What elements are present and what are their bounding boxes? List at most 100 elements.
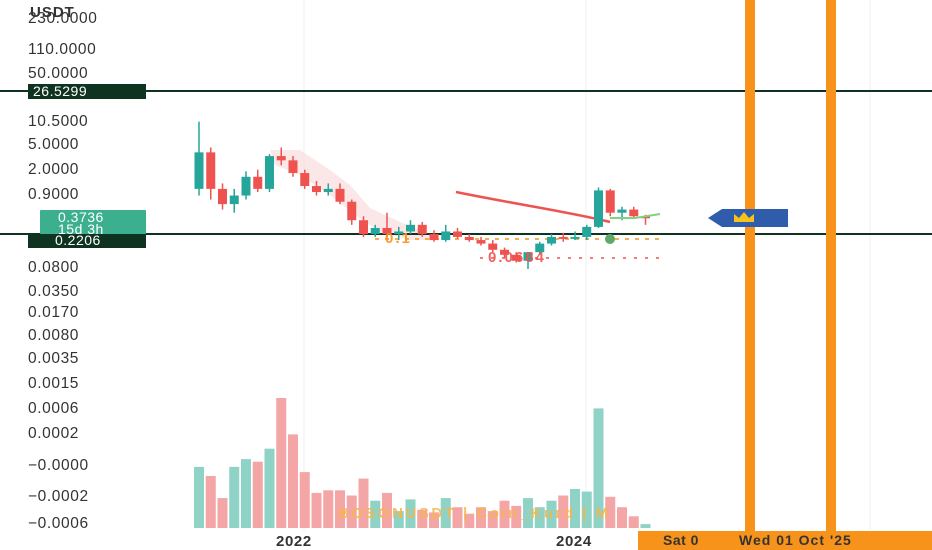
y-tick-label: −0.0006	[28, 515, 89, 532]
candle	[406, 220, 415, 235]
candle	[194, 121, 204, 196]
crown-icon	[734, 212, 754, 222]
orange-vertical-line-1[interactable]	[745, 0, 755, 550]
volume-bar	[511, 505, 522, 528]
y-tick-label: 0.0080	[28, 327, 79, 344]
y-tick-label: 230.0000	[28, 10, 97, 27]
watermark-text: BOSONUSDT | Coin_Kurd | M	[338, 505, 611, 522]
candle	[206, 147, 216, 200]
volume-bar	[523, 498, 533, 528]
y-tick-label: 0.0170	[28, 304, 79, 321]
y-tick-label: 2.0000	[28, 161, 79, 178]
candle	[558, 232, 568, 242]
candle	[323, 183, 333, 196]
y-tick-label: −0.0000	[28, 457, 89, 474]
y-tick-label: 0.0002	[28, 425, 79, 442]
candle	[300, 169, 310, 189]
top-price-tag-text: 26.5299	[33, 83, 87, 99]
candle	[417, 221, 427, 237]
volume-bar	[252, 461, 263, 528]
candle	[276, 147, 286, 166]
volume-bar	[570, 489, 580, 528]
indicator-cloud	[270, 150, 440, 240]
candle	[535, 241, 545, 255]
volume-bar	[205, 476, 216, 528]
candle	[394, 226, 404, 241]
y-tick-label: 10.5000	[28, 113, 88, 130]
volume-bar	[264, 448, 275, 528]
volume-bar	[311, 492, 322, 528]
orange-level-label: 0.1	[385, 230, 412, 247]
candle	[594, 187, 603, 228]
volume-bar	[440, 498, 451, 528]
candle	[335, 183, 345, 205]
y-tick-label: 0.0350	[28, 283, 79, 300]
x-tick-2022: 2022	[276, 533, 312, 550]
y-tick-label: 50.0000	[28, 65, 88, 82]
vertical-gridlines	[303, 0, 871, 530]
candle	[265, 154, 274, 193]
candle	[429, 230, 439, 242]
orange-vertical-line-2[interactable]	[826, 0, 836, 550]
volume-bar	[217, 498, 228, 528]
candle	[288, 156, 298, 177]
candle	[547, 234, 556, 246]
candle	[441, 224, 451, 242]
volume-bar	[276, 398, 287, 528]
y-tick-label: 0.9000	[28, 186, 79, 203]
volume-bar	[382, 492, 392, 528]
candle	[570, 231, 580, 241]
volume-bar	[558, 495, 569, 528]
candle	[229, 188, 239, 213]
current-price-tag: 0.3736 15d 3h	[40, 209, 146, 237]
bottom-price-tag: 0.2206	[28, 232, 146, 248]
volume-bar	[429, 512, 439, 528]
candle	[382, 212, 392, 237]
candle	[453, 227, 462, 239]
volume-bar	[405, 499, 416, 528]
candle	[488, 240, 498, 253]
candle	[476, 236, 486, 246]
volume-bar	[241, 459, 251, 528]
currency-label: USDT	[30, 4, 75, 21]
green-moving-average	[610, 213, 661, 219]
green-dot	[605, 234, 615, 244]
arrow-marker[interactable]	[708, 209, 788, 227]
volume-bar	[323, 490, 334, 528]
bottom-price-tag-text: 0.2206	[55, 232, 101, 248]
volume-bar	[299, 472, 310, 528]
volume-bar	[534, 507, 545, 528]
candle	[359, 216, 368, 237]
volume-bar	[358, 478, 369, 528]
volume-bar	[464, 513, 475, 528]
trend-line[interactable]	[455, 190, 611, 224]
volume-bar	[194, 466, 204, 528]
y-tick-label: 110.0000	[28, 41, 96, 58]
candle	[218, 183, 227, 210]
y-tick-label: 0.0035	[28, 350, 79, 367]
candle	[253, 169, 263, 193]
countdown-text: 15d 3h	[58, 221, 104, 237]
candle	[500, 247, 509, 258]
y-tick-label: 0.0800	[28, 259, 79, 276]
volume-bar	[499, 500, 510, 528]
volume-bar	[229, 466, 240, 528]
y-tick-label: 5.0000	[28, 136, 79, 153]
x-tick-2024: 2024	[556, 533, 592, 550]
y-tick-label: 0.0006	[28, 400, 79, 417]
candle	[511, 252, 521, 263]
candle	[464, 234, 474, 242]
volume-bar	[640, 524, 651, 528]
volume-bar	[370, 500, 381, 528]
date-label-box	[638, 531, 932, 550]
candle	[523, 252, 533, 269]
date-label-sat: Sat 0	[663, 532, 699, 548]
candle	[370, 224, 380, 237]
volume-bar	[593, 408, 604, 528]
y-tick-label: −0.0002	[28, 488, 89, 505]
y-tick-label: 0.0015	[28, 375, 79, 392]
candle	[241, 171, 251, 200]
volume-bar	[581, 491, 592, 528]
candle	[605, 188, 615, 217]
